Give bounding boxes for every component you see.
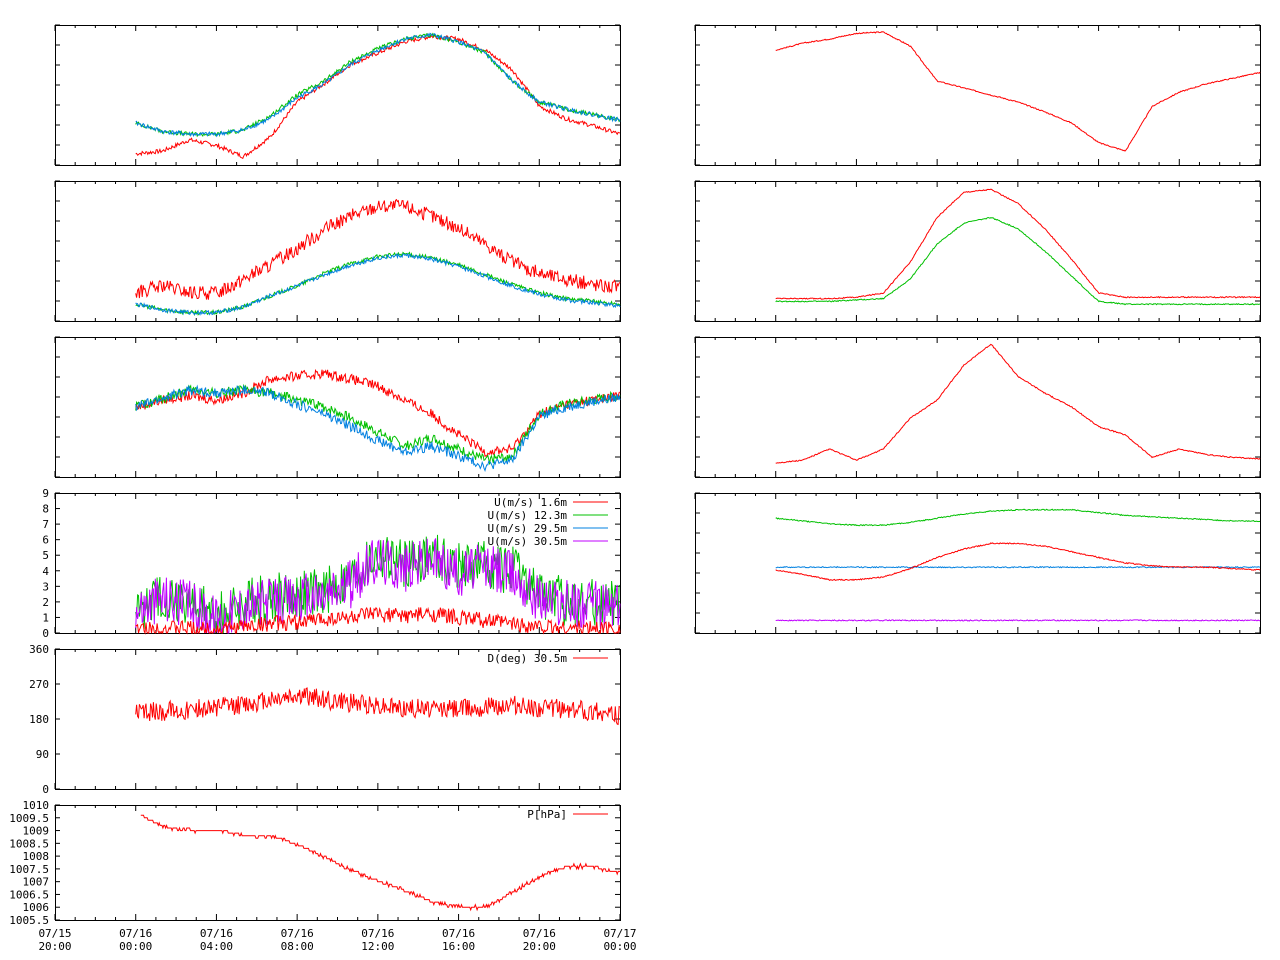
series-line-purple [135, 538, 621, 634]
panel-left-1 [54, 24, 621, 166]
y-tick-label: 2 [42, 596, 49, 609]
panel-frame [55, 649, 621, 790]
x-tick-label-time: 12:00 [361, 940, 394, 953]
y-tick-label: 1005.5 [9, 914, 49, 927]
x-tick-label-time: 04:00 [200, 940, 233, 953]
panel-frame [695, 493, 1261, 634]
y-tick-label: 1009 [23, 825, 50, 838]
series-line-red [775, 343, 1261, 464]
x-tick-label-time: 20:00 [38, 940, 71, 953]
series-line-blue [135, 32, 621, 138]
x-tick-label-time: 00:00 [119, 940, 152, 953]
y-tick-label: 180 [29, 713, 49, 726]
y-tick-label: 8 [42, 503, 49, 516]
y-tick-label: 1007 [23, 876, 50, 889]
panel-right-2 [694, 180, 1261, 322]
y-tick-label: 3 [42, 580, 49, 593]
x-tick-label-date: 07/16 [281, 927, 314, 940]
panel-frame [55, 493, 621, 634]
y-tick-label: 360 [29, 643, 49, 656]
series-line-red [775, 31, 1261, 152]
y-tick-label: 0 [42, 783, 49, 796]
panel-left-6: 1005.510061006.510071007.510081008.51009… [9, 799, 621, 927]
x-tick-label-date: 07/17 [603, 927, 636, 940]
x-tick-label-date: 07/15 [38, 927, 71, 940]
panel-frame [695, 337, 1261, 478]
y-tick-label: 1 [42, 611, 49, 624]
legend-label: U(m/s) 30.5m [488, 535, 568, 548]
series-line-green [775, 216, 1261, 306]
y-tick-label: 5 [42, 549, 49, 562]
series-line-red [135, 606, 621, 635]
x-tick-label-date: 07/16 [523, 927, 556, 940]
series-line-red [135, 198, 621, 300]
panel-left-3 [54, 336, 621, 478]
y-tick-label: 1008 [23, 850, 50, 863]
y-tick-label: 0 [42, 627, 49, 640]
series-line-red [140, 814, 620, 912]
panel-left-5: 0 90 180 270 360 D(deg) 30.5m [29, 643, 621, 796]
y-tick-label: 1007.5 [9, 863, 49, 876]
legend-label: U(m/s) 12.3m [488, 509, 568, 522]
legend-label: U(m/s) 29.5m [488, 522, 568, 535]
x-tick-label-time: 20:00 [523, 940, 556, 953]
series-line-green [775, 508, 1261, 527]
panel-right-3 [694, 336, 1261, 478]
x-tick-label-time: 00:00 [603, 940, 636, 953]
panel-frame [55, 805, 621, 921]
x-tick-label-time: 08:00 [281, 940, 314, 953]
panel-frame [695, 25, 1261, 166]
x-tick-label-date: 07/16 [119, 927, 152, 940]
x-tick-label-date: 07/16 [200, 927, 233, 940]
series-line-red [135, 35, 621, 160]
y-tick-label: 1010 [23, 799, 50, 812]
x-tick-label-time: 16:00 [442, 940, 475, 953]
panel-left-2 [54, 180, 621, 322]
series-line-red [135, 368, 621, 457]
series-line-blue [135, 384, 621, 473]
panel-frame [55, 25, 621, 166]
y-tick-label: 1006.5 [9, 888, 49, 901]
panel-frame [55, 181, 621, 322]
y-tick-label: 1006 [23, 901, 50, 914]
series-line-red [775, 542, 1261, 582]
legend-label: P[hPa] [527, 808, 567, 821]
y-tick-label: 1009.5 [9, 812, 49, 825]
y-tick-label: 90 [36, 748, 49, 761]
y-tick-label: 1008.5 [9, 837, 49, 850]
x-tick-label-date: 07/16 [442, 927, 475, 940]
series-line-purple [775, 619, 1261, 622]
series-line-blue [135, 252, 621, 316]
x-tick-label-date: 07/16 [361, 927, 394, 940]
y-tick-label: 9 [42, 487, 49, 500]
panel-right-4 [694, 492, 1261, 634]
y-tick-label: 7 [42, 518, 49, 531]
y-tick-label: 270 [29, 678, 49, 691]
series-line-red [135, 687, 621, 726]
y-tick-label: 6 [42, 534, 49, 547]
legend-label: U(m/s) 1.6m [494, 496, 567, 509]
legend-label: D(deg) 30.5m [488, 652, 568, 665]
series-line-red [775, 188, 1261, 300]
y-tick-label: 4 [42, 565, 49, 578]
panel-right-1 [694, 24, 1261, 166]
